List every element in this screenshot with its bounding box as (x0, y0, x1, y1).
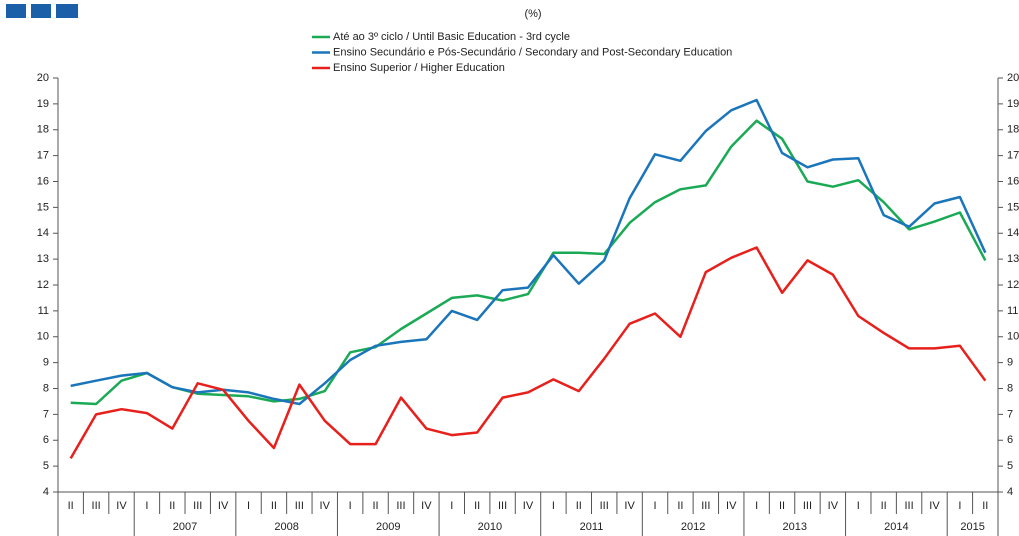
x-tick-label: II (881, 500, 887, 512)
x-tick-label: I (857, 500, 860, 512)
x-group-label: 2011 (580, 521, 604, 533)
y-tick-label: 7 (43, 408, 49, 420)
y2-tick-label: 14 (1007, 227, 1019, 239)
x-tick-label: II (271, 500, 277, 512)
y2-tick-label: 15 (1007, 201, 1019, 213)
y2-tick-label: 6 (1007, 434, 1013, 446)
y2-tick-label: 7 (1007, 408, 1013, 420)
x-tick-label: I (450, 500, 453, 512)
x-tick-label: IV (828, 500, 839, 512)
y-tick-label: 18 (37, 124, 49, 136)
x-tick-label: II (474, 500, 480, 512)
x-group-label: 2010 (478, 521, 502, 533)
x-tick-label: III (396, 500, 405, 512)
x-tick-label: I (145, 500, 148, 512)
x-tick-label: II (779, 500, 785, 512)
x-tick-label: IV (624, 500, 635, 512)
x-tick-label: III (600, 500, 609, 512)
x-group-label: 2007 (173, 521, 197, 533)
x-tick-label: IV (929, 500, 940, 512)
series-line (70, 119, 987, 406)
y-tick-label: 4 (43, 486, 49, 498)
x-group-label: 2015 (960, 521, 984, 533)
x-tick-label: I (552, 500, 555, 512)
y-tick-label: 13 (37, 253, 49, 265)
y2-tick-label: 12 (1007, 279, 1019, 291)
y2-tick-label: 8 (1007, 382, 1013, 394)
y-tick-label: 9 (43, 357, 49, 369)
y2-tick-label: 9 (1007, 357, 1013, 369)
x-tick-label: III (193, 500, 202, 512)
x-group-label: 2008 (274, 521, 298, 533)
logo-block (6, 4, 26, 18)
x-tick-label: II (982, 500, 988, 512)
y-tick-label: 20 (37, 72, 49, 84)
x-tick-label: III (701, 500, 710, 512)
x-tick-label: III (295, 500, 304, 512)
x-tick-label: II (68, 500, 74, 512)
y2-tick-label: 11 (1007, 305, 1018, 317)
y-tick-label: 8 (43, 382, 49, 394)
y-tick-label: 16 (37, 175, 49, 187)
y-tick-label: 14 (37, 227, 49, 239)
x-tick-label: IV (726, 500, 737, 512)
x-tick-label: II (677, 500, 683, 512)
y-tick-label: 19 (37, 98, 49, 110)
logo-block (31, 4, 51, 18)
y-tick-label: 12 (37, 279, 49, 291)
y2-tick-label: 10 (1007, 331, 1019, 343)
x-tick-label: I (247, 500, 250, 512)
y-tick-label: 11 (38, 305, 49, 317)
y2-tick-label: 19 (1007, 98, 1019, 110)
x-tick-label: IV (218, 500, 229, 512)
x-group-label: 2013 (783, 521, 807, 533)
x-tick-label: I (755, 500, 758, 512)
series-line (69, 246, 987, 460)
x-group-label: 2014 (884, 521, 908, 533)
x-tick-label: I (653, 500, 656, 512)
y2-tick-label: 5 (1007, 460, 1013, 472)
x-tick-label: II (576, 500, 582, 512)
x-tick-label: IV (421, 500, 432, 512)
x-tick-label: IV (523, 500, 534, 512)
series-line (70, 98, 987, 406)
x-tick-label: III (92, 500, 101, 512)
x-tick-label: II (373, 500, 379, 512)
y-tick-label: 15 (37, 201, 49, 213)
y2-tick-label: 16 (1007, 175, 1019, 187)
x-tick-label: III (803, 500, 812, 512)
y-tick-label: 17 (37, 150, 49, 162)
y-tick-label: 6 (43, 434, 49, 446)
chart-title: (%) (524, 8, 541, 20)
y-tick-label: 10 (37, 331, 49, 343)
x-group-label: 2012 (681, 521, 705, 533)
x-tick-label: I (958, 500, 961, 512)
logo-block (56, 4, 78, 18)
x-tick-label: IV (320, 500, 331, 512)
y-tick-label: 5 (43, 460, 49, 472)
y2-tick-label: 17 (1007, 150, 1019, 162)
legend-label: Ensino Superior / Higher Education (333, 62, 505, 74)
y2-tick-label: 4 (1007, 486, 1013, 498)
x-tick-label: III (498, 500, 507, 512)
y2-tick-label: 20 (1007, 72, 1019, 84)
legend-label: Ensino Secundário e Pós-Secundário / Sec… (333, 46, 732, 58)
x-tick-label: I (349, 500, 352, 512)
x-tick-label: III (904, 500, 913, 512)
legend-label: Até ao 3º ciclo / Until Basic Education … (333, 31, 570, 43)
y2-tick-label: 18 (1007, 124, 1019, 136)
y2-tick-label: 13 (1007, 253, 1019, 265)
x-tick-label: IV (116, 500, 127, 512)
x-tick-label: II (169, 500, 175, 512)
x-group-label: 2009 (376, 521, 400, 533)
